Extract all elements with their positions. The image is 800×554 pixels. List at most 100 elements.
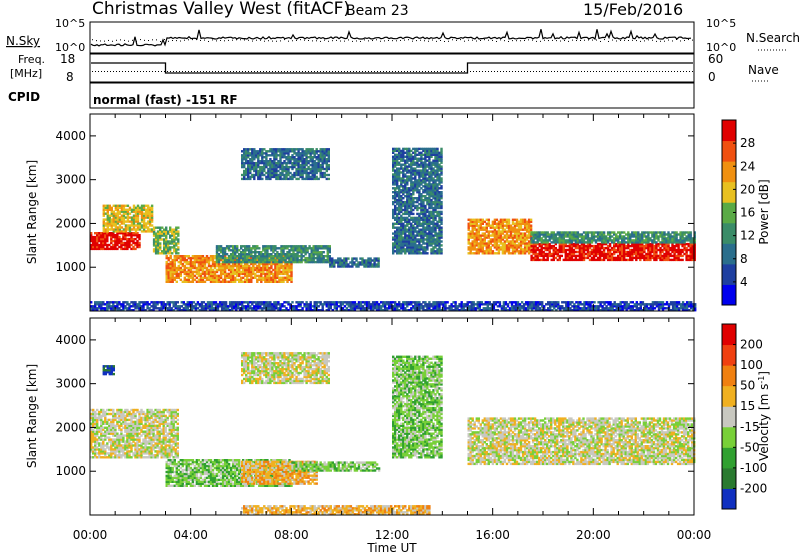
heatmap-cell: [637, 244, 640, 248]
heatmap-cell: [525, 250, 529, 253]
heatmap-cell: [647, 254, 650, 258]
heatmap-cell: [406, 191, 409, 194]
heatmap-cell: [661, 248, 664, 252]
heatmap-cell: [339, 265, 342, 268]
heatmap-cell: [604, 242, 608, 246]
heatmap-cell: [269, 163, 272, 167]
nave-dot: [92, 71, 93, 72]
heatmap-cell: [430, 202, 433, 206]
heatmap-cell: [325, 148, 328, 151]
heatmap-cell: [511, 248, 515, 251]
heatmap-cell: [412, 197, 415, 200]
heatmap-cell: [120, 230, 124, 233]
heatmap-cell: [201, 262, 205, 266]
nave-dot: [347, 71, 348, 72]
heatmap-cell: [179, 260, 182, 264]
heatmap-cell: [278, 253, 281, 256]
heatmap-cell: [251, 165, 254, 169]
heatmap-cell: [659, 258, 662, 262]
heatmap-cell: [261, 160, 264, 163]
heatmap-cell: [273, 175, 276, 179]
heatmap-cell: [138, 235, 141, 239]
heatmap-cell: [542, 252, 545, 256]
heatmap-cell: [207, 270, 211, 274]
heatmap-cell: [318, 260, 321, 264]
heatmap-cell: [246, 247, 249, 250]
heatmap-cell: [250, 274, 253, 278]
heatmap-cell: [261, 154, 264, 157]
heatmap-cell: [651, 248, 654, 252]
heatmap-cell: [154, 246, 158, 249]
heatmap-cell: [324, 260, 327, 264]
heatmap-cell: [132, 216, 136, 219]
heatmap-cell: [412, 157, 415, 160]
heatmap-cell: [426, 214, 429, 218]
heatmap-cell: [130, 224, 134, 227]
nsearch-dot: [604, 39, 605, 41]
heatmap-cell: [259, 167, 262, 171]
heatmap-cell: [398, 234, 401, 237]
heatmap-cell: [639, 242, 642, 246]
heatmap-cell: [412, 189, 415, 192]
heatmap-cell: [161, 230, 164, 233]
heatmap-cell: [438, 238, 441, 241]
heatmap-cell: [661, 244, 664, 248]
heatmap-cell: [396, 181, 399, 184]
heatmap-cell: [274, 276, 277, 279]
heatmap-cell: [298, 249, 301, 252]
heatmap-cell: [291, 173, 294, 177]
heatmap-cell: [320, 253, 323, 256]
heatmap-cell: [430, 149, 433, 153]
nsearch-dot: [528, 39, 529, 41]
heatmap-cell: [305, 156, 308, 159]
heatmap-cell: [231, 253, 235, 256]
heatmap-cell: [173, 272, 176, 276]
heatmap-cell: [240, 280, 243, 283]
nave-dot: [215, 71, 216, 72]
heatmap-cell: [592, 246, 596, 250]
heatmap-cell: [140, 226, 144, 229]
heatmap-cell: [653, 252, 656, 256]
heatmap-cell: [436, 189, 439, 192]
heatmap-cell: [227, 258, 231, 262]
heatmap-cell: [410, 197, 413, 200]
heatmap-cell: [471, 224, 474, 227]
heatmap-cell: [264, 256, 267, 260]
heatmap-cell: [167, 232, 170, 235]
heatmap-cell: [436, 149, 439, 153]
heatmap-cell: [278, 260, 281, 264]
heatmap-cell: [152, 232, 156, 235]
heatmap-cell: [219, 264, 223, 268]
heatmap-cell: [118, 237, 121, 241]
heatmap-cell: [653, 258, 656, 262]
heatmap-cell: [128, 241, 131, 245]
heatmap-cell: [485, 228, 488, 231]
heatmap-cell: [189, 270, 193, 274]
heatmap-cell: [351, 263, 354, 266]
heatmap-cell: [438, 159, 441, 162]
heatmap-cell: [485, 248, 488, 251]
heatmap-cell: [250, 255, 253, 258]
heatmap-cell: [154, 242, 158, 245]
heatmap-cell: [406, 161, 409, 164]
heatmap-cell: [250, 253, 253, 256]
heatmap-cell: [280, 247, 283, 250]
heatmap-cell: [414, 252, 417, 255]
heatmap-cell: [629, 256, 632, 260]
heatmap-cell: [189, 262, 193, 266]
heatmap-cell: [240, 253, 243, 256]
heatmap-cell: [128, 230, 132, 233]
heatmap-cell: [274, 264, 277, 268]
heatmap-cell: [566, 256, 570, 260]
heatmap-cell: [432, 242, 435, 245]
heatmap-cell: [491, 234, 495, 237]
heatmap-cell: [209, 256, 213, 260]
heatmap-cell: [225, 276, 229, 279]
heatmap-cell: [355, 257, 358, 260]
heatmap-cell: [267, 150, 270, 153]
heatmap-cell: [406, 198, 409, 202]
heatmap-cell: [116, 247, 119, 251]
heatmap-cell: [154, 244, 158, 247]
heatmap-cell: [251, 152, 254, 155]
heatmap-cell: [90, 232, 93, 235]
